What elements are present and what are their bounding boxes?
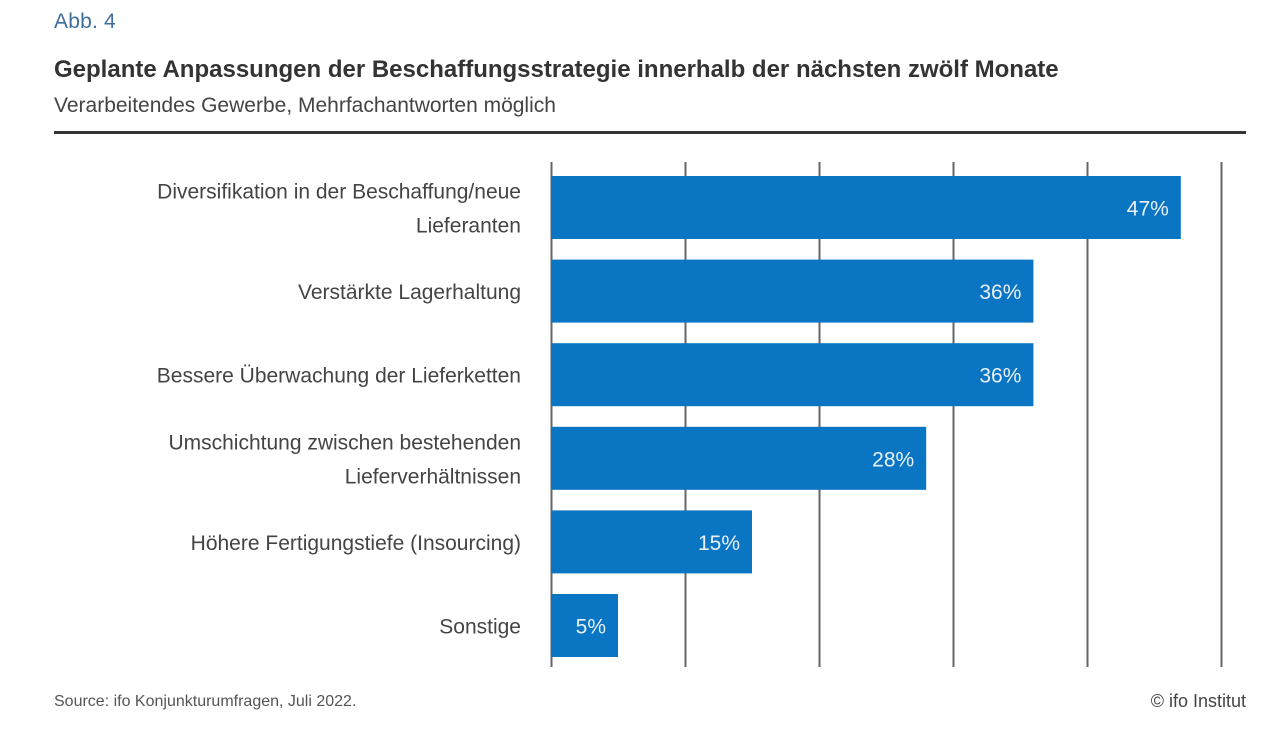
chart-subtitle: Verarbeitendes Gewerbe, Mehrfachantworte…: [54, 94, 556, 117]
category-label-line: Umschichtung zwischen bestehenden: [168, 431, 521, 454]
copyright-note: © ifo Institut: [1150, 691, 1246, 711]
category-label-2: Bessere Überwachung der Lieferketten: [157, 365, 521, 388]
bar-3: [551, 426, 927, 490]
value-label-1: 36%: [979, 281, 1021, 304]
bar-5: [551, 594, 618, 657]
category-label-5: Sonstige: [439, 616, 521, 639]
value-label-4: 15%: [698, 532, 740, 555]
bar-0: [551, 176, 1181, 239]
category-label-line: Diversifikation in der Beschaffung/neue: [157, 181, 521, 204]
category-label-line: Sonstige: [439, 616, 521, 639]
category-label-3: Umschichtung zwischen bestehenden Lieferv…: [168, 431, 521, 488]
category-label-line: Lieferanten: [416, 215, 521, 238]
bar-2: [551, 343, 1034, 407]
category-label-0: Diversifikation in der Beschaffung/neue L…: [157, 181, 521, 238]
category-label-line: Bessere Überwachung der Lieferketten: [157, 365, 521, 388]
value-label-5: 5%: [576, 616, 606, 639]
bar-1: [551, 259, 1034, 323]
bar-4: [551, 510, 752, 574]
value-label-3: 28%: [872, 448, 914, 471]
value-label-0: 47%: [1127, 198, 1169, 221]
value-label-2: 36%: [979, 365, 1021, 388]
category-label-line: Lieferverhältnissen: [345, 465, 521, 488]
title-rule: [54, 131, 1246, 134]
category-label-1: Verstärkte Lagerhaltung: [298, 281, 521, 304]
category-label-line: Höhere Fertigungstiefe (Insourcing): [191, 532, 521, 555]
category-label-4: Höhere Fertigungstiefe (Insourcing): [191, 532, 521, 555]
source-note: Source: ifo Konjunkturumfragen, Juli 202…: [54, 693, 357, 710]
category-label-line: Verstärkte Lagerhaltung: [298, 281, 521, 304]
figure-label: Abb. 4: [54, 10, 116, 33]
chart-title: Geplante Anpassungen der Beschaffungsstr…: [54, 56, 1059, 83]
